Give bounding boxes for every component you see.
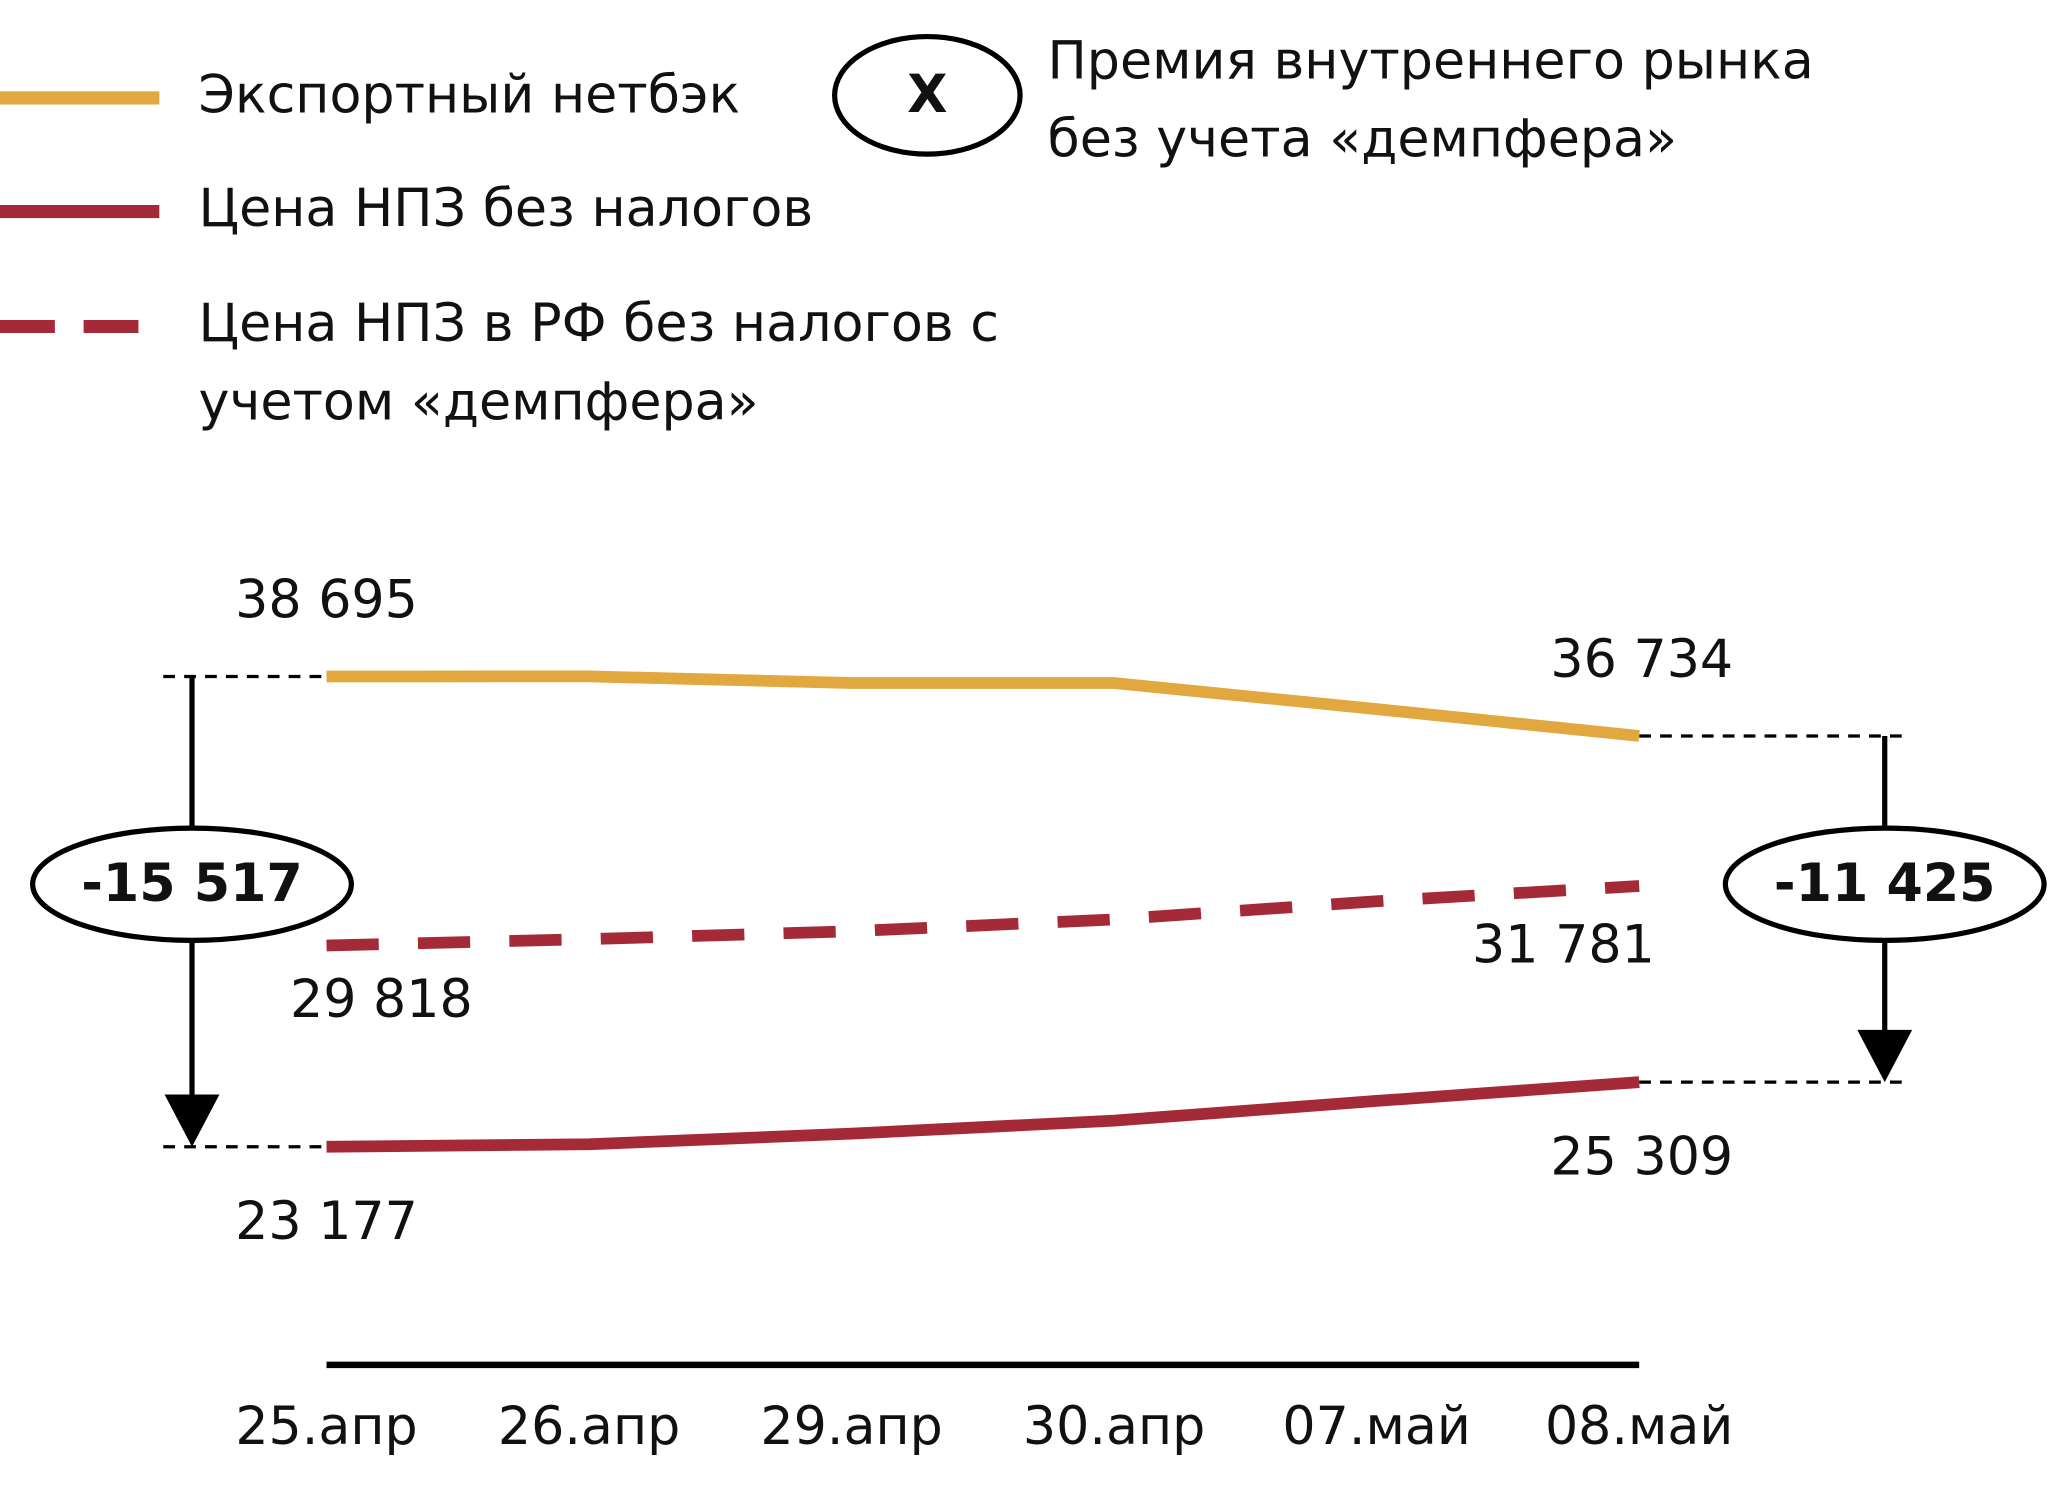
arrow-head: [1857, 1029, 1913, 1083]
x-tick-label: 30.апр: [1023, 1397, 1205, 1457]
legend-label: Цена НПЗ в РФ без налогов с учетом «демп…: [198, 293, 999, 433]
x-tick-label: 08.май: [1545, 1397, 1733, 1457]
difference-label: -11 425: [1774, 854, 1996, 914]
series-line: [326, 670, 1640, 742]
x-tick-label: 07.май: [1282, 1397, 1470, 1457]
value-label: 38 695: [235, 570, 418, 630]
series-line: [326, 1076, 1640, 1153]
legend-label: Экспортный нетбэк: [198, 65, 741, 126]
value-label: 25 309: [1550, 1128, 1733, 1188]
legend-label: Цена НПЗ без налогов: [198, 178, 814, 240]
x-tick-label: 25.апр: [235, 1397, 417, 1457]
value-label: 36 734: [1550, 630, 1733, 690]
x-tick-label: 29.апр: [760, 1397, 942, 1457]
difference-frame: [30, 825, 354, 944]
x-tick-label: 26.апр: [498, 1397, 680, 1457]
note-symbol: X: [907, 65, 947, 125]
series-line: [326, 880, 1640, 952]
note-symbol-frame: [831, 33, 1023, 157]
value-label: 29 818: [290, 970, 473, 1030]
note-text: Премия внутреннего рынка без учета «демп…: [1047, 31, 1814, 170]
value-label: 31 781: [1472, 916, 1655, 976]
arrow-head: [164, 1094, 220, 1147]
difference-label: -15 517: [81, 854, 303, 914]
value-label: 23 177: [235, 1192, 418, 1252]
difference-frame: [1722, 825, 2047, 944]
